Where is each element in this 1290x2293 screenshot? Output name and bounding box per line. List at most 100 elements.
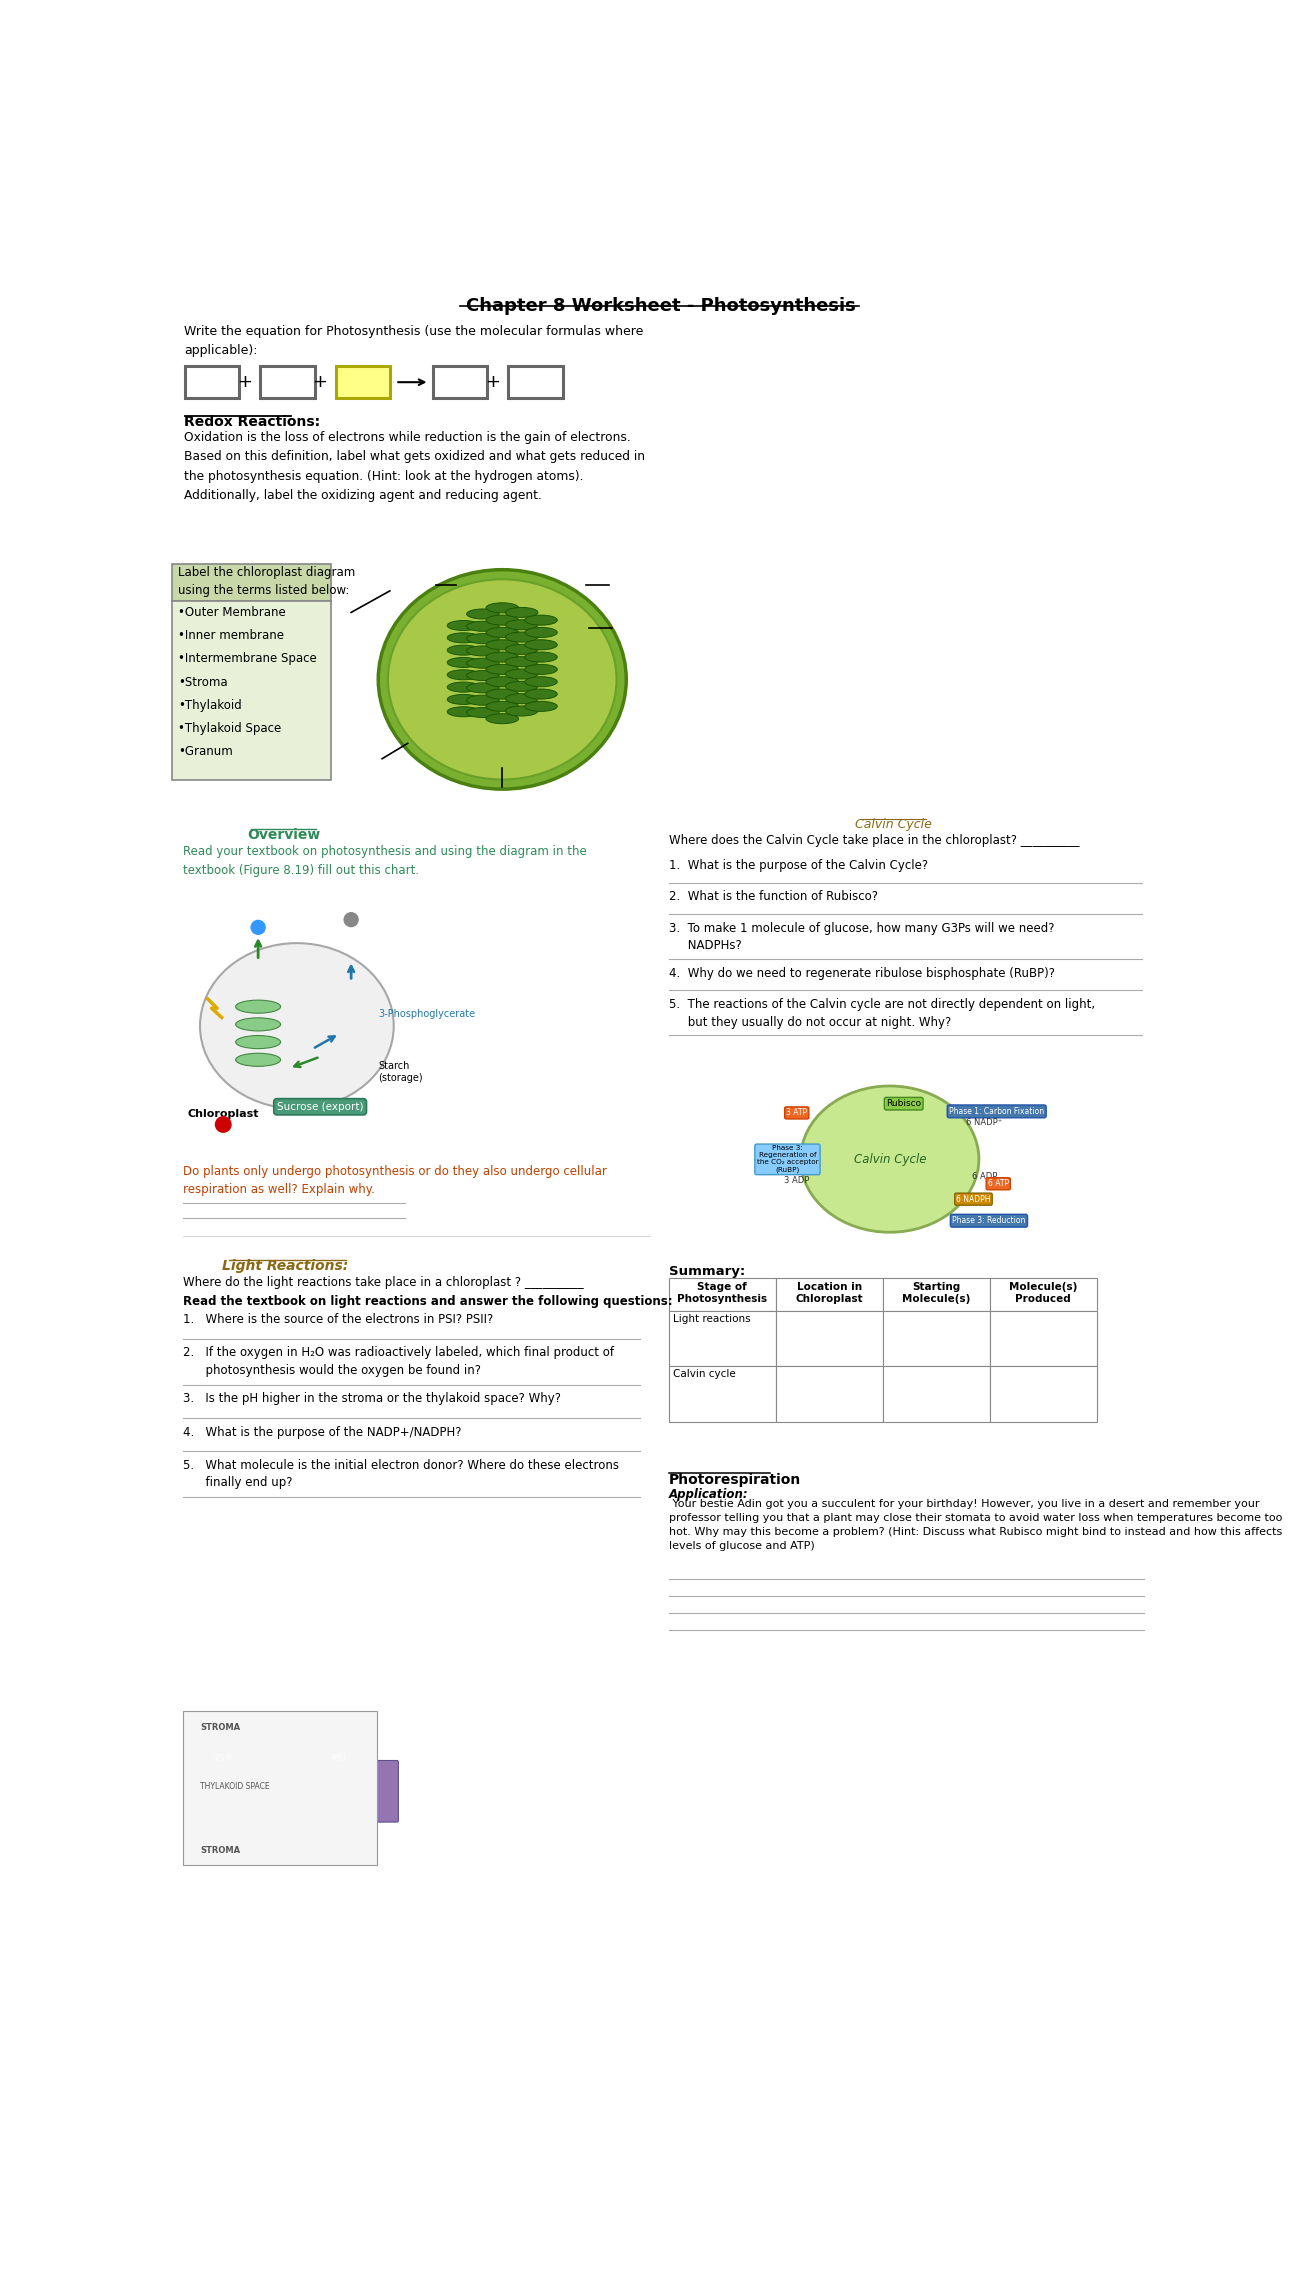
Text: PS I: PS I xyxy=(333,1754,347,1763)
Ellipse shape xyxy=(467,633,499,644)
Text: Oxidation is the loss of electrons while reduction is the gain of electrons.
Bas: Oxidation is the loss of electrons while… xyxy=(184,431,645,502)
Text: Where do the light reactions take place in a chloroplast ? __________: Where do the light reactions take place … xyxy=(183,1277,583,1289)
Text: Light Reactions:: Light Reactions: xyxy=(222,1259,348,1273)
Ellipse shape xyxy=(236,1052,281,1066)
Ellipse shape xyxy=(448,644,480,656)
Circle shape xyxy=(344,913,359,926)
Ellipse shape xyxy=(200,942,393,1110)
Bar xyxy=(335,367,390,399)
Text: 6 ATP: 6 ATP xyxy=(988,1179,1009,1188)
Text: Rubisco: Rubisco xyxy=(886,1098,921,1108)
Text: Summary:: Summary: xyxy=(670,1266,746,1277)
FancyBboxPatch shape xyxy=(208,1761,236,1823)
Ellipse shape xyxy=(467,658,499,667)
Bar xyxy=(989,1367,1096,1422)
Text: Your bestie Adin got you a succulent for your birthday! However, you live in a d: Your bestie Adin got you a succulent for… xyxy=(670,1500,1282,1552)
Ellipse shape xyxy=(448,621,480,631)
Text: +: + xyxy=(237,374,253,392)
FancyBboxPatch shape xyxy=(187,1759,372,1825)
Bar xyxy=(670,1279,775,1312)
Ellipse shape xyxy=(801,1087,979,1231)
Ellipse shape xyxy=(448,670,480,679)
Text: •Inner membrane: •Inner membrane xyxy=(178,628,284,642)
Ellipse shape xyxy=(486,676,519,686)
Bar xyxy=(183,1711,377,1864)
FancyBboxPatch shape xyxy=(273,1761,302,1823)
Circle shape xyxy=(215,1117,231,1133)
Ellipse shape xyxy=(448,633,480,642)
Text: PS II: PS II xyxy=(215,1754,231,1763)
Ellipse shape xyxy=(467,621,499,631)
Bar xyxy=(882,1367,989,1422)
Ellipse shape xyxy=(236,1036,281,1048)
Text: Stage of
Photosynthesis: Stage of Photosynthesis xyxy=(677,1282,768,1305)
Text: •Intermembrane Space: •Intermembrane Space xyxy=(178,654,317,665)
Text: STROMA: STROMA xyxy=(200,1722,240,1731)
Circle shape xyxy=(252,919,266,933)
Text: Light reactions: Light reactions xyxy=(673,1314,751,1323)
Ellipse shape xyxy=(448,681,480,692)
Text: Write the equation for Photosynthesis (use the molecular formulas where
applicab: Write the equation for Photosynthesis (u… xyxy=(184,326,644,358)
Bar xyxy=(670,1312,775,1367)
Bar xyxy=(172,564,332,601)
Ellipse shape xyxy=(467,610,499,619)
Ellipse shape xyxy=(525,688,557,699)
Bar xyxy=(775,1367,882,1422)
Text: Phase 3: Reduction: Phase 3: Reduction xyxy=(952,1215,1026,1224)
Ellipse shape xyxy=(486,615,519,626)
Ellipse shape xyxy=(467,647,499,656)
Ellipse shape xyxy=(525,628,557,637)
Text: Where does the Calvin Cycle take place in the chloroplast? __________: Where does the Calvin Cycle take place i… xyxy=(670,835,1080,846)
Text: 6 ADP: 6 ADP xyxy=(971,1172,997,1181)
Ellipse shape xyxy=(467,695,499,706)
Ellipse shape xyxy=(506,633,538,642)
Text: Sucrose (export): Sucrose (export) xyxy=(277,1101,364,1112)
Text: Molecule(s)
Produced: Molecule(s) Produced xyxy=(1009,1282,1077,1305)
Text: STROMA: STROMA xyxy=(200,1846,240,1855)
Ellipse shape xyxy=(448,658,480,667)
Text: 4.   What is the purpose of the NADP+/NADPH?: 4. What is the purpose of the NADP+/NADP… xyxy=(183,1426,462,1438)
Ellipse shape xyxy=(506,706,538,715)
Text: 3 ATP: 3 ATP xyxy=(786,1108,808,1117)
Text: Application:: Application: xyxy=(670,1488,748,1502)
Bar xyxy=(989,1312,1096,1367)
Ellipse shape xyxy=(486,665,519,674)
Text: 1.   Where is the source of the electrons in PSI? PSII?: 1. Where is the source of the electrons … xyxy=(183,1314,493,1325)
Text: 5.   What molecule is the initial electron donor? Where do these electrons
     : 5. What molecule is the initial electron… xyxy=(183,1458,619,1488)
Bar xyxy=(882,1312,989,1367)
Bar xyxy=(184,367,239,399)
Ellipse shape xyxy=(525,665,557,674)
Bar xyxy=(775,1312,882,1367)
Text: 1.  What is the purpose of the Calvin Cycle?: 1. What is the purpose of the Calvin Cyc… xyxy=(670,860,928,871)
Ellipse shape xyxy=(506,695,538,704)
FancyBboxPatch shape xyxy=(370,1761,399,1823)
Ellipse shape xyxy=(506,670,538,679)
Ellipse shape xyxy=(525,640,557,649)
Ellipse shape xyxy=(506,656,538,667)
Ellipse shape xyxy=(486,640,519,649)
Ellipse shape xyxy=(525,702,557,711)
Ellipse shape xyxy=(525,615,557,626)
Text: Starch
(storage): Starch (storage) xyxy=(378,1062,423,1082)
Ellipse shape xyxy=(236,1018,281,1032)
Text: 3.  To make 1 molecule of glucose, how many G3Ps will we need?
     NADPHs?: 3. To make 1 molecule of glucose, how ma… xyxy=(670,922,1054,952)
Text: Do plants only undergo photosynthesis or do they also undergo cellular
respirati: Do plants only undergo photosynthesis or… xyxy=(183,1165,606,1197)
Text: Calvin Cycle: Calvin Cycle xyxy=(854,1153,926,1165)
Ellipse shape xyxy=(378,569,626,789)
Ellipse shape xyxy=(486,702,519,711)
Ellipse shape xyxy=(506,681,538,692)
Text: Read the textbook on light reactions and answer the following questions:: Read the textbook on light reactions and… xyxy=(183,1296,672,1307)
Bar xyxy=(508,367,562,399)
Bar xyxy=(775,1279,882,1312)
Ellipse shape xyxy=(486,651,519,663)
Ellipse shape xyxy=(236,1000,281,1014)
Text: Calvin cycle: Calvin cycle xyxy=(673,1369,735,1380)
Text: 6 NADP⁺: 6 NADP⁺ xyxy=(966,1117,1002,1126)
Text: +: + xyxy=(312,374,328,392)
Bar xyxy=(432,367,486,399)
Text: 6 NADPH: 6 NADPH xyxy=(956,1195,991,1204)
Ellipse shape xyxy=(467,670,499,681)
Bar xyxy=(882,1279,989,1312)
Ellipse shape xyxy=(506,619,538,631)
Text: Label the chloroplast diagram
using the terms listed below:: Label the chloroplast diagram using the … xyxy=(178,566,355,596)
